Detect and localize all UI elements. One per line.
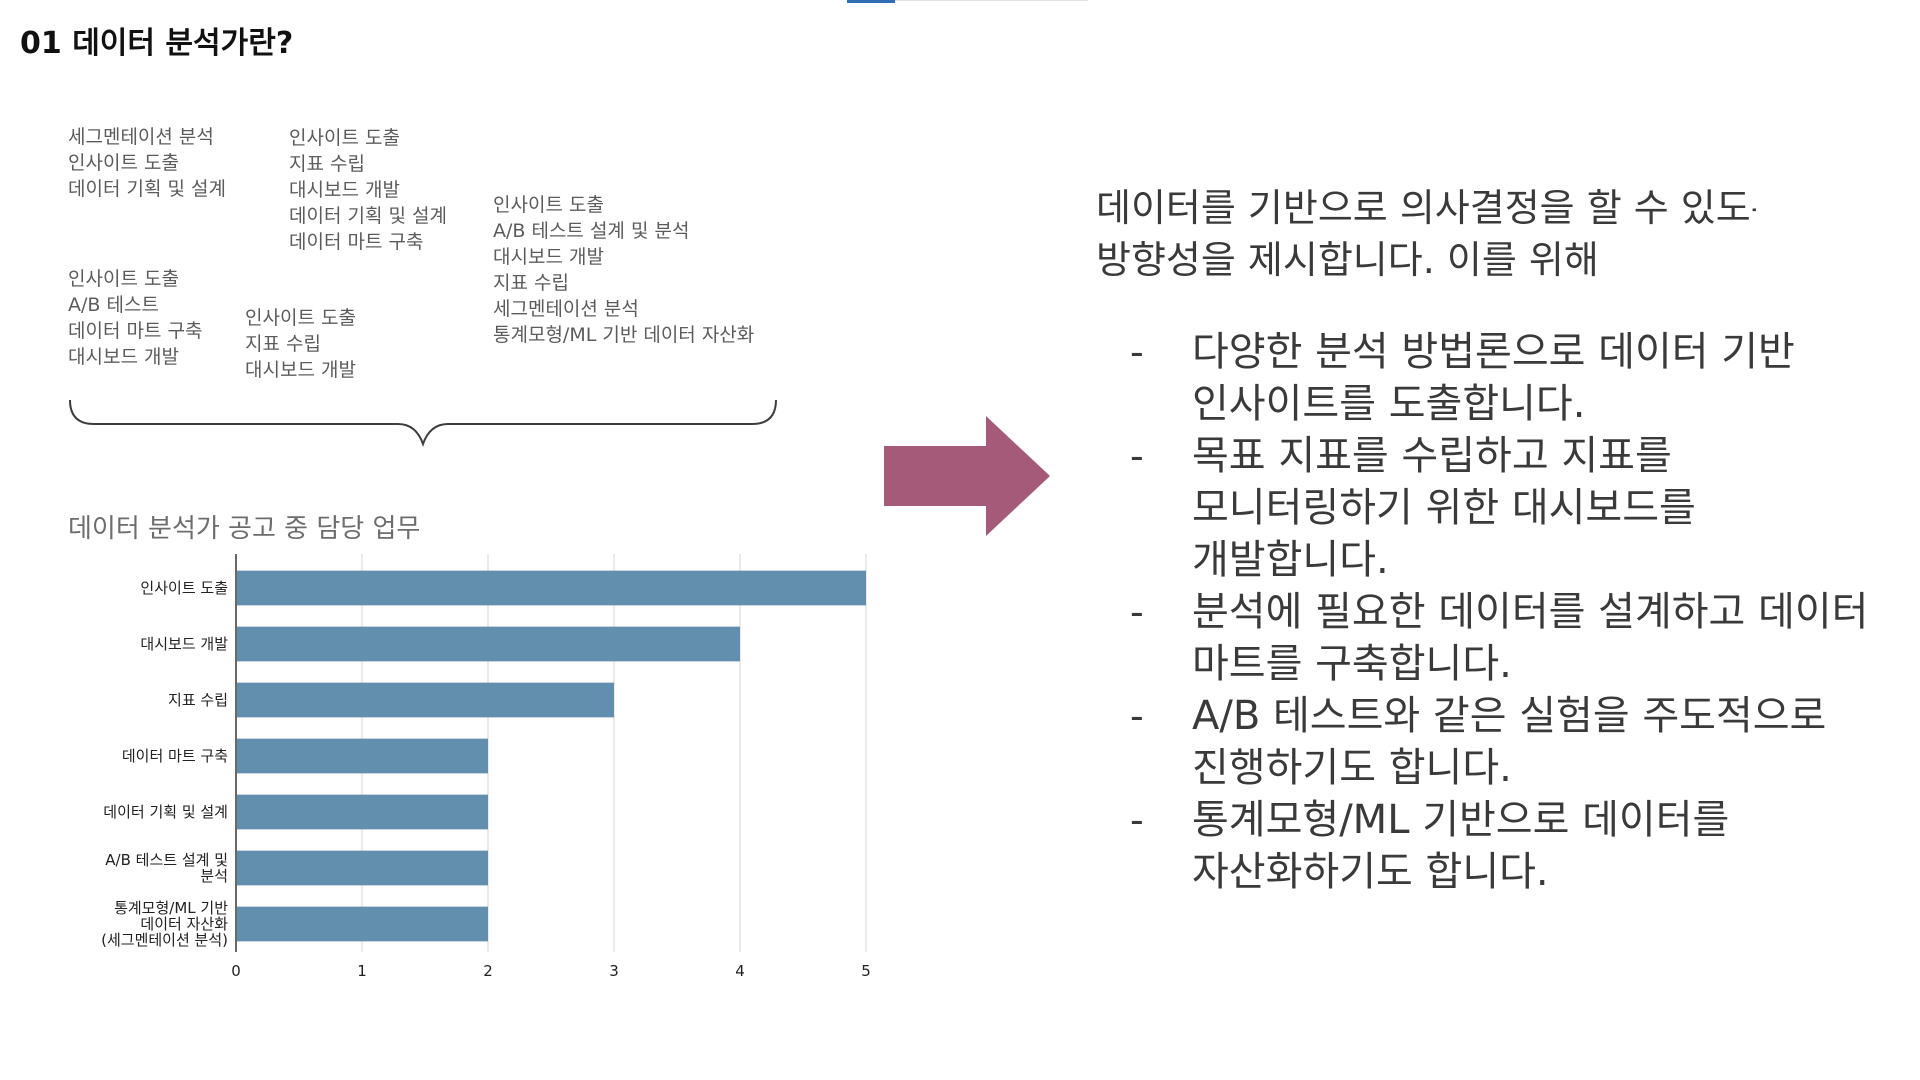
bullet-line: 다양한 분석 방법론으로 데이터 기반 xyxy=(1192,329,1795,375)
bullet-dash: - xyxy=(1130,798,1144,842)
bar xyxy=(237,906,488,942)
slide-title: 01 데이터 분석가란? xyxy=(20,26,294,61)
bar xyxy=(237,850,488,886)
intro-line: 방향성을 제시합니다. 이를 위해 xyxy=(1096,238,1599,282)
keyword-item: 인사이트 도출 xyxy=(245,307,356,329)
keyword-group-5: 인사이트 도출 지표 수립 대시보드 개발 xyxy=(245,305,356,383)
bullet-line: 목표 지표를 수립하고 지표를 xyxy=(1192,433,1672,479)
keyword-item: 대시보드 개발 xyxy=(493,246,604,268)
category-label: (세그멘테이션 분석) xyxy=(101,931,228,949)
top-progress-accent xyxy=(847,0,895,3)
bullet-line: 모니터링하기 위한 대시보드를 xyxy=(1192,485,1696,531)
bullet-dash: - xyxy=(1130,694,1144,738)
bullet-dash: - xyxy=(1130,590,1144,634)
bullet-item: - 분석에 필요한 데이터를 설계하고 데이터 마트를 구축합니다. xyxy=(1096,586,1906,690)
x-tick-label: 2 xyxy=(483,962,493,980)
bullet-dash: - xyxy=(1130,434,1144,478)
category-label: A/B 테스트 설계 및 xyxy=(105,851,228,869)
x-tick-label: 4 xyxy=(735,962,745,980)
keyword-item: A/B 테스트 설계 및 분석 xyxy=(493,220,690,242)
bullet-text: 다양한 분석 방법론으로 데이터 기반 인사이트를 도출합니다. xyxy=(1192,326,1852,430)
keyword-item: 지표 수립 xyxy=(493,272,569,294)
keyword-item: 대시보드 개발 xyxy=(245,359,356,381)
category-label: 대시보드 개발 xyxy=(140,635,228,653)
bar xyxy=(237,626,740,662)
keyword-item: 세그멘테이션 분석 xyxy=(493,298,639,320)
bullet-list: - 다양한 분석 방법론으로 데이터 기반 인사이트를 도출합니다. - 목표 … xyxy=(1096,326,1906,898)
curly-brace xyxy=(69,399,777,448)
bar xyxy=(237,794,488,830)
keyword-group-4: 인사이트 도출 A/B 테스트 데이터 마트 구축 대시보드 개발 xyxy=(68,266,202,370)
category-label: 통계모형/ML 기반 xyxy=(114,899,228,917)
bar xyxy=(237,570,866,606)
category-label: 데이터 기획 및 설계 xyxy=(103,803,228,821)
keyword-item: 인사이트 도출 xyxy=(68,268,179,290)
keyword-group-3: 인사이트 도출 A/B 테스트 설계 및 분석 대시보드 개발 지표 수립 세그… xyxy=(493,192,754,348)
keyword-item: A/B 테스트 xyxy=(68,294,159,316)
right-arrow-icon xyxy=(884,416,1050,536)
bullet-text: A/B 테스트와 같은 실험을 주도적으로 진행하기도 합니다. xyxy=(1192,690,1826,794)
bar xyxy=(237,682,614,718)
keyword-item: 세그멘테이션 분석 xyxy=(68,126,214,148)
chart-caption: 데이터 분석가 공고 중 담당 업무 xyxy=(68,514,421,544)
keyword-item: 데이터 마트 구축 xyxy=(289,231,424,253)
bullet-line: 마트를 구축합니다. xyxy=(1192,641,1512,687)
keyword-item: 통계모형/ML 기반 데이터 자산화 xyxy=(493,324,755,346)
bullet-dash: - xyxy=(1130,330,1144,374)
keyword-item: 데이터 기획 및 설계 xyxy=(68,178,226,200)
category-label: 분석 xyxy=(200,867,228,885)
keyword-item: 인사이트 도출 xyxy=(289,127,400,149)
bullet-line: 분석에 필요한 데이터를 설계하고 데이터 xyxy=(1192,589,1869,635)
bullet-line: 진행하기도 합니다. xyxy=(1192,745,1512,791)
intro-line: 데이터를 기반으로 의사결정을 할 수 있도록 xyxy=(1096,186,1756,230)
keyword-item: 대시보드 개발 xyxy=(289,179,400,201)
bullet-line: 개발합니다. xyxy=(1192,537,1389,583)
bullet-line: 자산화하기도 합니다. xyxy=(1192,849,1549,895)
x-tick-label: 1 xyxy=(357,962,367,980)
description-intro: 데이터를 기반으로 의사결정을 할 수 있도록 방향성을 제시합니다. 이를 위… xyxy=(1096,182,1756,286)
top-divider-line xyxy=(895,0,1088,1)
bullet-item: - 목표 지표를 수립하고 지표를 모니터링하기 위한 대시보드를 개발합니다. xyxy=(1096,430,1906,586)
bullet-item: - A/B 테스트와 같은 실험을 주도적으로 진행하기도 합니다. xyxy=(1096,690,1906,794)
bullet-text: 통계모형/ML 기반으로 데이터를 자산화하기도 합니다. xyxy=(1192,794,1729,898)
keyword-item: 인사이트 도출 xyxy=(68,152,179,174)
keyword-item: 데이터 기획 및 설계 xyxy=(289,205,447,227)
keyword-item: 지표 수립 xyxy=(289,153,365,175)
keyword-item: 데이터 마트 구축 xyxy=(68,320,203,342)
bullet-text: 분석에 필요한 데이터를 설계하고 데이터 마트를 구축합니다. xyxy=(1192,586,1868,690)
bullet-item: - 다양한 분석 방법론으로 데이터 기반 인사이트를 도출합니다. xyxy=(1096,326,1906,430)
keyword-item: 대시보드 개발 xyxy=(68,346,179,368)
bullet-item: - 통계모형/ML 기반으로 데이터를 자산화하기도 합니다. xyxy=(1096,794,1906,898)
bullet-line: 통계모형/ML 기반으로 데이터를 xyxy=(1192,797,1730,843)
bar xyxy=(237,738,488,774)
keyword-group-2: 인사이트 도출 지표 수립 대시보드 개발 데이터 기획 및 설계 데이터 마트… xyxy=(289,125,447,255)
category-label: 인사이트 도출 xyxy=(140,579,228,597)
category-label: 지표 수립 xyxy=(168,691,228,709)
x-tick-label: 0 xyxy=(231,962,241,980)
keyword-item: 인사이트 도출 xyxy=(493,194,604,216)
x-tick-label: 5 xyxy=(861,962,871,980)
keyword-group-1: 세그멘테이션 분석 인사이트 도출 데이터 기획 및 설계 xyxy=(68,124,226,202)
bullet-line: A/B 테스트와 같은 실험을 주도적으로 xyxy=(1192,693,1827,739)
description-panel: 데이터를 기반으로 의사결정을 할 수 있도록 방향성을 제시합니다. 이를 위… xyxy=(1096,182,1906,898)
category-label: 데이터 마트 구축 xyxy=(122,747,228,765)
keyword-item: 지표 수립 xyxy=(245,333,321,355)
x-tick-label: 3 xyxy=(609,962,619,980)
category-label: 데이터 자산화 xyxy=(140,915,228,933)
bullet-text: 목표 지표를 수립하고 지표를 모니터링하기 위한 대시보드를 개발합니다. xyxy=(1192,430,1696,586)
bullet-line: 인사이트를 도출합니다. xyxy=(1192,381,1586,427)
